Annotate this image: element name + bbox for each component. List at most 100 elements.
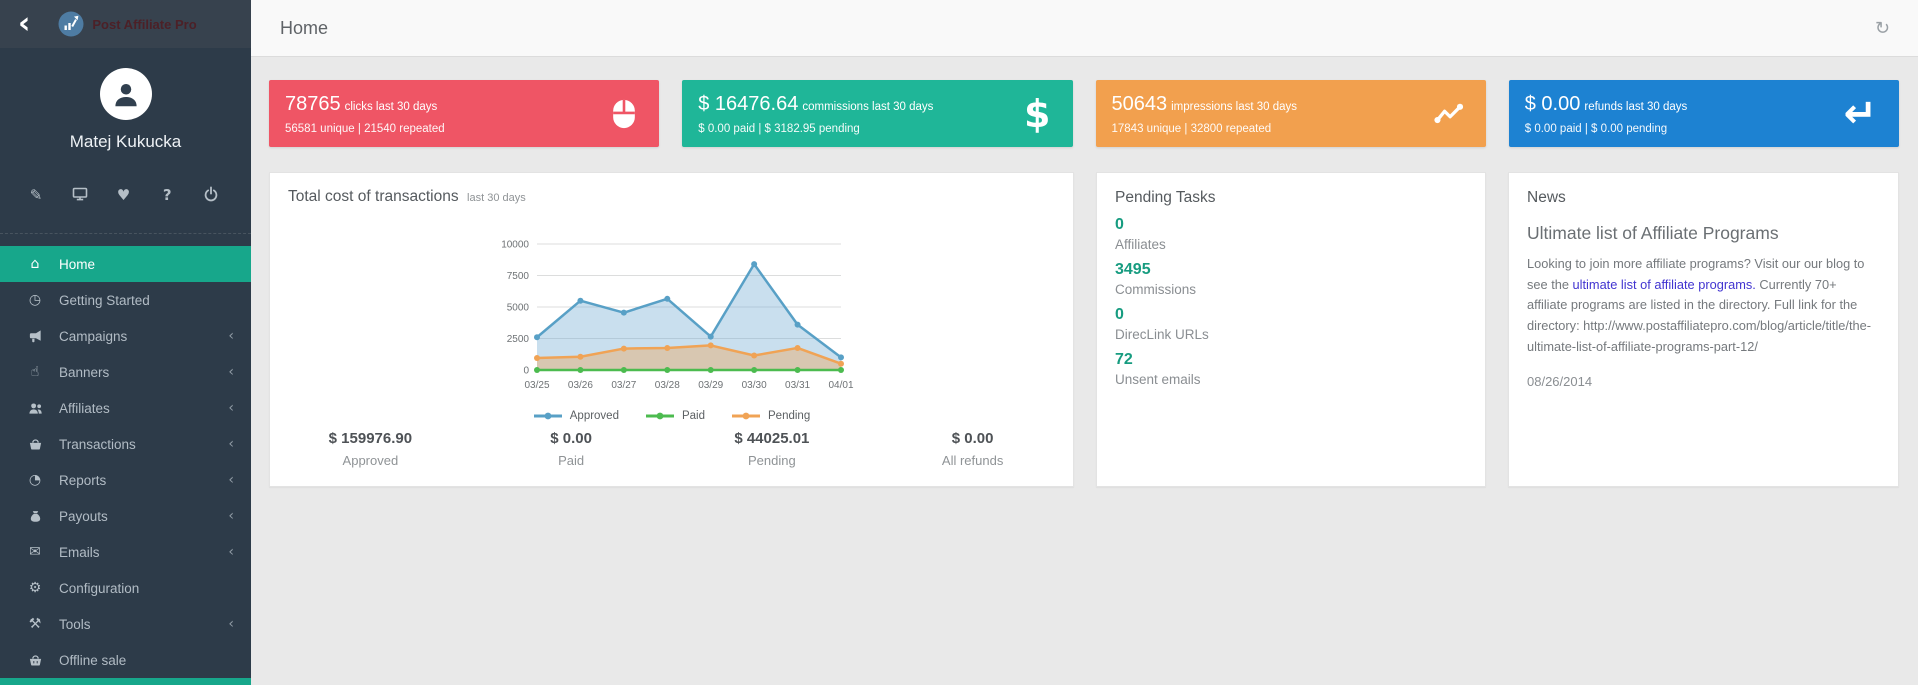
chevron-left-icon: ‹ bbox=[228, 472, 234, 488]
svg-text:5000: 5000 bbox=[506, 303, 529, 314]
footer-stat-label: Paid bbox=[471, 453, 672, 468]
sidebar-item-label: Payouts bbox=[59, 509, 108, 524]
sidebar-item-label: Transactions bbox=[59, 437, 136, 452]
dollar-icon: $ bbox=[1024, 95, 1050, 133]
basket-icon bbox=[26, 436, 44, 452]
chart-area: 02500500075001000003/2503/2603/2703/2803… bbox=[270, 234, 1073, 422]
news-article-title: Ultimate list of Affiliate Programs bbox=[1527, 223, 1880, 244]
edit-pencil-icon[interactable]: ✎ bbox=[26, 186, 46, 206]
sidebar-item-reports[interactable]: ◔ Reports ‹ bbox=[0, 462, 251, 498]
sidebar-item-getting-started[interactable]: ◷ Getting Started bbox=[0, 282, 251, 318]
megaphone-icon bbox=[26, 328, 44, 344]
card-subtitle: last 30 days bbox=[467, 192, 526, 204]
stat-card-impressions: 50643impressions last 30 days 17843 uniq… bbox=[1096, 80, 1486, 147]
sidebar-item-configuration[interactable]: ⚙ Configuration bbox=[0, 570, 251, 606]
pending-task-unsent-emails: 72 Unsent emails bbox=[1115, 351, 1467, 387]
sidebar-item-label: Configuration bbox=[59, 581, 139, 596]
page-title: Home bbox=[280, 18, 328, 39]
help-icon[interactable]: ? bbox=[157, 186, 177, 206]
sidebar-item-home[interactable]: ⌂ Home bbox=[0, 246, 251, 282]
mouse-icon bbox=[611, 97, 637, 131]
user-name: Matej Kukucka bbox=[0, 132, 251, 152]
sidebar-item-label: Getting Started bbox=[59, 293, 150, 308]
user-profile: Matej Kukucka ✎ ♥ ? bbox=[0, 68, 251, 206]
stat-card-refunds: $ 0.00refunds last 30 days $ 0.00 paid |… bbox=[1509, 80, 1899, 147]
chevron-left-icon: ‹ bbox=[228, 436, 234, 452]
pending-task-direclink-urls: 0 DirecLink URLs bbox=[1115, 306, 1467, 342]
chevron-left-icon: ‹ bbox=[228, 328, 234, 344]
stat-value: 78765 bbox=[285, 93, 341, 115]
sidebar-item-payouts[interactable]: Payouts ‹ bbox=[0, 498, 251, 534]
stat-value: $ 0.00 bbox=[1525, 93, 1581, 115]
gear-icon: ⚙ bbox=[26, 580, 44, 596]
logo-text: Post Affiliate Pro bbox=[92, 17, 196, 32]
home-icon: ⌂ bbox=[26, 256, 44, 272]
sidebar-item-offline-sale[interactable]: Offline sale bbox=[0, 642, 251, 678]
sidebar-item-banners[interactable]: ☝ Banners ‹ bbox=[0, 354, 251, 390]
card-title: News bbox=[1527, 189, 1566, 206]
sidebar-item-emails[interactable]: ✉ Emails ‹ bbox=[0, 534, 251, 570]
chevron-left-icon: ‹ bbox=[228, 400, 234, 416]
sidebar: ‹ Post Affiliate Pro Matej Kukucka bbox=[0, 0, 251, 685]
svg-text:03/28: 03/28 bbox=[654, 380, 679, 391]
refresh-icon[interactable]: ↻ bbox=[1875, 18, 1890, 39]
stat-label: commissions last 30 days bbox=[802, 101, 933, 113]
footer-stat-label: Pending bbox=[672, 453, 873, 468]
svg-text:03/25: 03/25 bbox=[524, 380, 549, 391]
chart-legend: ApprovedPaidPending bbox=[533, 410, 810, 422]
stat-sub: 56581 unique | 21540 repeated bbox=[285, 123, 445, 135]
sidebar-item-label: Banners bbox=[59, 365, 109, 380]
trend-line-icon bbox=[1434, 103, 1464, 125]
avatar bbox=[100, 68, 152, 120]
stat-label: refunds last 30 days bbox=[1584, 101, 1687, 113]
stat-label: impressions last 30 days bbox=[1171, 101, 1297, 113]
monitor-icon[interactable] bbox=[70, 186, 90, 206]
stat-card-clicks: 78765clicks last 30 days 56581 unique | … bbox=[269, 80, 659, 147]
sidebar-item-affiliates[interactable]: Affiliates ‹ bbox=[0, 390, 251, 426]
collapse-sidebar-icon[interactable]: ‹ bbox=[10, 4, 38, 44]
stats-row: 78765clicks last 30 days 56581 unique | … bbox=[269, 80, 1899, 147]
health-heart-icon[interactable]: ♥ bbox=[114, 186, 134, 206]
footer-stat-value: $ 0.00 bbox=[471, 430, 672, 447]
users-icon bbox=[26, 400, 44, 416]
pending-count-link[interactable]: 72 bbox=[1115, 351, 1467, 369]
card-header: Total cost of transactions last 30 days bbox=[270, 173, 1073, 206]
pending-task-affiliates: 0 Affiliates bbox=[1115, 216, 1467, 252]
footer-stat-label: All refunds bbox=[872, 453, 1073, 468]
pending-count-link[interactable]: 3495 bbox=[1115, 261, 1467, 279]
pie-chart-icon: ◔ bbox=[26, 472, 44, 488]
pending-task-label: Commissions bbox=[1115, 282, 1467, 297]
transactions-chart: 02500500075001000003/2503/2603/2703/2803… bbox=[487, 234, 857, 406]
news-article-link[interactable]: ultimate list of affiliate programs. bbox=[1573, 277, 1756, 292]
sidebar-item-transactions[interactable]: Transactions ‹ bbox=[0, 426, 251, 462]
sidebar-menu: ⌂ Home ◷ Getting Started Campaigns ‹ ☝ bbox=[0, 233, 251, 678]
footer-stat-pending: $ 44025.01 Pending bbox=[672, 430, 873, 468]
sidebar-bottom-accent bbox=[0, 678, 251, 685]
hand-pointer-icon: ☝ bbox=[26, 364, 44, 380]
chevron-left-icon: ‹ bbox=[228, 616, 234, 632]
sidebar-item-label: Campaigns bbox=[59, 329, 127, 344]
news-date: 08/26/2014 bbox=[1527, 374, 1880, 389]
sidebar-item-label: Emails bbox=[59, 545, 100, 560]
cards-row: Total cost of transactions last 30 days … bbox=[269, 172, 1899, 487]
footer-stat-value: $ 0.00 bbox=[872, 430, 1073, 447]
svg-text:03/30: 03/30 bbox=[741, 380, 766, 391]
app-logo-icon[interactable] bbox=[58, 11, 84, 37]
pending-task-commissions: 3495 Commissions bbox=[1115, 261, 1467, 297]
pending-count-link[interactable]: 0 bbox=[1115, 306, 1467, 324]
stat-sub: $ 0.00 paid | $ 3182.95 pending bbox=[698, 123, 933, 135]
pending-count-link[interactable]: 0 bbox=[1115, 216, 1467, 234]
sidebar-item-label: Reports bbox=[59, 473, 106, 488]
quick-actions: ✎ ♥ ? bbox=[0, 186, 251, 206]
sidebar-item-label: Offline sale bbox=[59, 653, 126, 668]
sidebar-header: ‹ Post Affiliate Pro bbox=[0, 0, 251, 48]
stopwatch-icon: ◷ bbox=[26, 292, 44, 308]
stat-value: 50643 bbox=[1112, 93, 1168, 115]
stat-sub: $ 0.00 paid | $ 0.00 pending bbox=[1525, 123, 1688, 135]
footer-stat-paid: $ 0.00 Paid bbox=[471, 430, 672, 468]
sidebar-item-label: Tools bbox=[59, 617, 91, 632]
sidebar-item-tools[interactable]: ⚒ Tools ‹ bbox=[0, 606, 251, 642]
stat-value: $ 16476.64 bbox=[698, 93, 798, 115]
sidebar-item-campaigns[interactable]: Campaigns ‹ bbox=[0, 318, 251, 354]
power-logout-icon[interactable] bbox=[201, 186, 221, 206]
